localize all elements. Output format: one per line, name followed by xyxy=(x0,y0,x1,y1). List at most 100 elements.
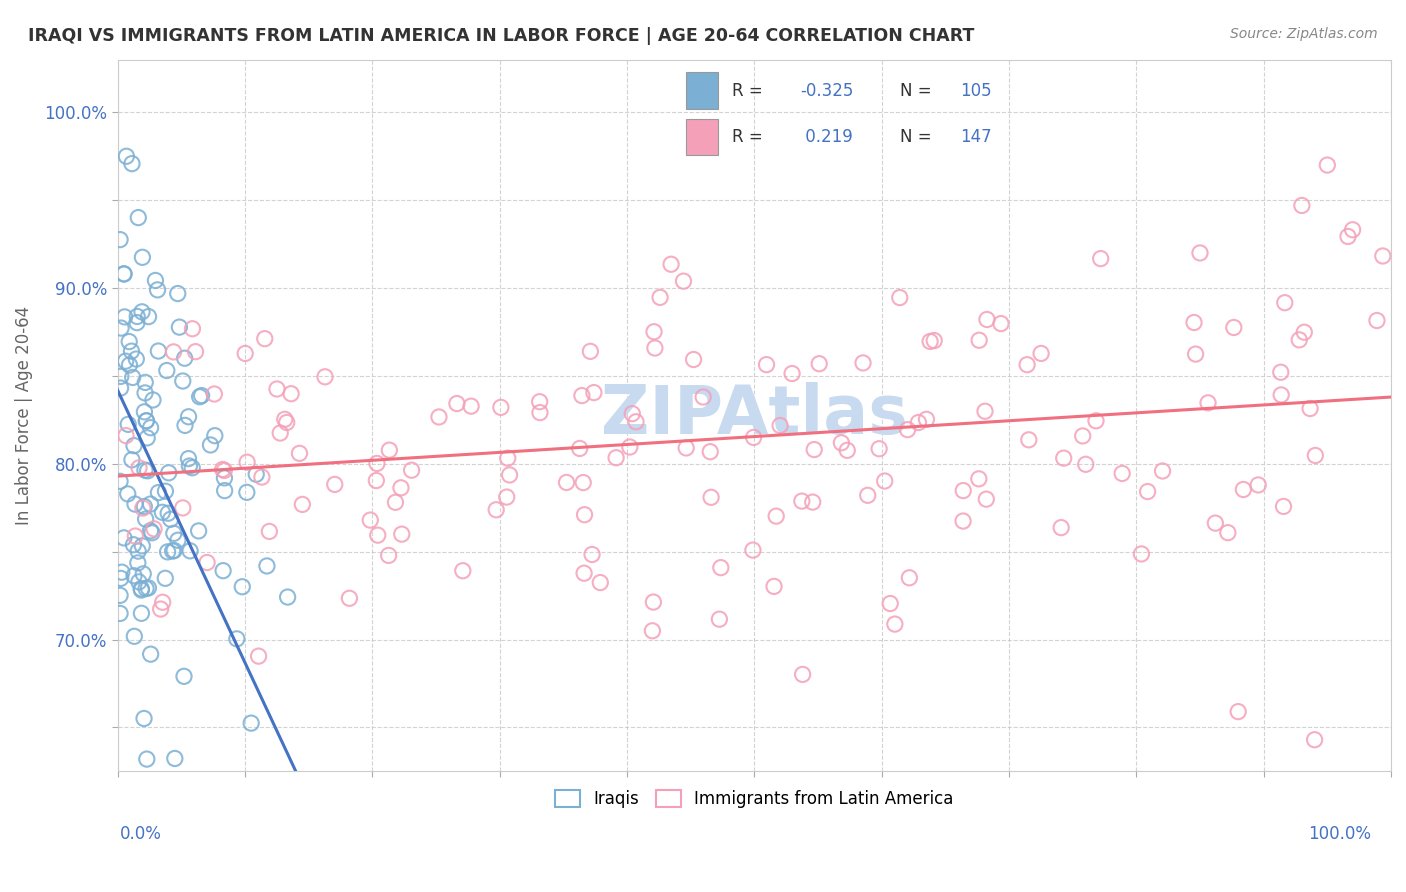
Point xyxy=(1371,249,1393,263)
Point xyxy=(323,477,346,491)
Point xyxy=(572,566,595,581)
Point xyxy=(837,443,859,458)
Point xyxy=(157,466,180,480)
Point xyxy=(256,558,278,573)
Point xyxy=(427,409,450,424)
Point xyxy=(131,539,153,553)
Point xyxy=(231,580,253,594)
Point xyxy=(974,492,997,507)
Point xyxy=(1232,483,1254,497)
Point xyxy=(1288,333,1310,347)
Point xyxy=(110,369,132,384)
Point xyxy=(136,431,159,445)
Point xyxy=(135,414,157,428)
Point xyxy=(187,524,209,538)
Point xyxy=(110,571,132,585)
Point xyxy=(529,394,551,409)
Point xyxy=(643,325,665,339)
Point xyxy=(1294,325,1316,339)
Point xyxy=(801,495,824,509)
Point xyxy=(1084,414,1107,428)
Point xyxy=(142,392,165,407)
Point xyxy=(574,508,596,522)
Point xyxy=(124,629,146,643)
Point xyxy=(621,407,644,421)
Point xyxy=(155,571,177,585)
Point xyxy=(619,440,641,454)
Point xyxy=(873,474,896,488)
Point xyxy=(247,649,270,664)
Text: 100.0%: 100.0% xyxy=(1308,825,1371,843)
Point xyxy=(139,497,162,511)
Point xyxy=(177,409,200,424)
Point xyxy=(131,582,153,597)
Point xyxy=(1197,396,1219,410)
Point xyxy=(763,579,786,593)
Point xyxy=(790,494,813,508)
Point xyxy=(127,556,149,570)
Point xyxy=(460,399,482,413)
Point xyxy=(139,420,162,434)
Point xyxy=(240,716,263,731)
Point xyxy=(709,612,731,626)
Point xyxy=(214,463,236,477)
Point xyxy=(868,442,890,456)
Point xyxy=(236,455,259,469)
Point xyxy=(108,475,131,489)
Point xyxy=(110,321,132,335)
Point xyxy=(274,412,297,426)
Point xyxy=(169,320,191,334)
Point xyxy=(195,556,218,570)
Text: ZIPAtlas: ZIPAtlas xyxy=(600,383,908,449)
Point xyxy=(111,565,134,579)
Point xyxy=(1337,229,1360,244)
Point xyxy=(1303,732,1326,747)
Point xyxy=(1053,451,1076,466)
Point xyxy=(132,711,155,725)
Point xyxy=(898,571,921,585)
Point xyxy=(1074,457,1097,471)
Point xyxy=(710,560,733,574)
Point xyxy=(1305,449,1327,463)
Point xyxy=(179,458,201,473)
Point xyxy=(163,751,186,765)
Point xyxy=(131,305,153,319)
Point xyxy=(1216,525,1239,540)
Point xyxy=(644,341,666,355)
Point xyxy=(127,310,149,324)
Point xyxy=(568,442,591,456)
Point xyxy=(974,404,997,418)
Point xyxy=(173,669,195,683)
Point xyxy=(127,544,149,558)
Point xyxy=(155,484,177,499)
Point xyxy=(172,374,194,388)
Point xyxy=(129,582,152,596)
Point xyxy=(675,441,697,455)
Point xyxy=(889,291,911,305)
Point xyxy=(314,369,336,384)
Point xyxy=(856,488,879,502)
Point xyxy=(339,591,361,606)
Point xyxy=(148,485,170,500)
Point xyxy=(128,574,150,589)
Point xyxy=(112,531,135,545)
Point xyxy=(1204,516,1226,530)
Point xyxy=(389,481,412,495)
Point xyxy=(377,549,399,563)
Point xyxy=(1270,388,1292,402)
Point xyxy=(879,597,901,611)
Point xyxy=(121,370,143,384)
Point xyxy=(1274,295,1296,310)
Point xyxy=(233,346,256,360)
Point xyxy=(529,406,551,420)
Point xyxy=(582,385,605,400)
Point xyxy=(967,472,990,486)
Point xyxy=(132,501,155,516)
Point xyxy=(152,595,174,609)
Point xyxy=(139,647,162,661)
Point xyxy=(131,250,153,264)
Point xyxy=(214,483,236,498)
Point xyxy=(641,624,664,638)
Point xyxy=(682,352,704,367)
Point xyxy=(496,451,519,466)
